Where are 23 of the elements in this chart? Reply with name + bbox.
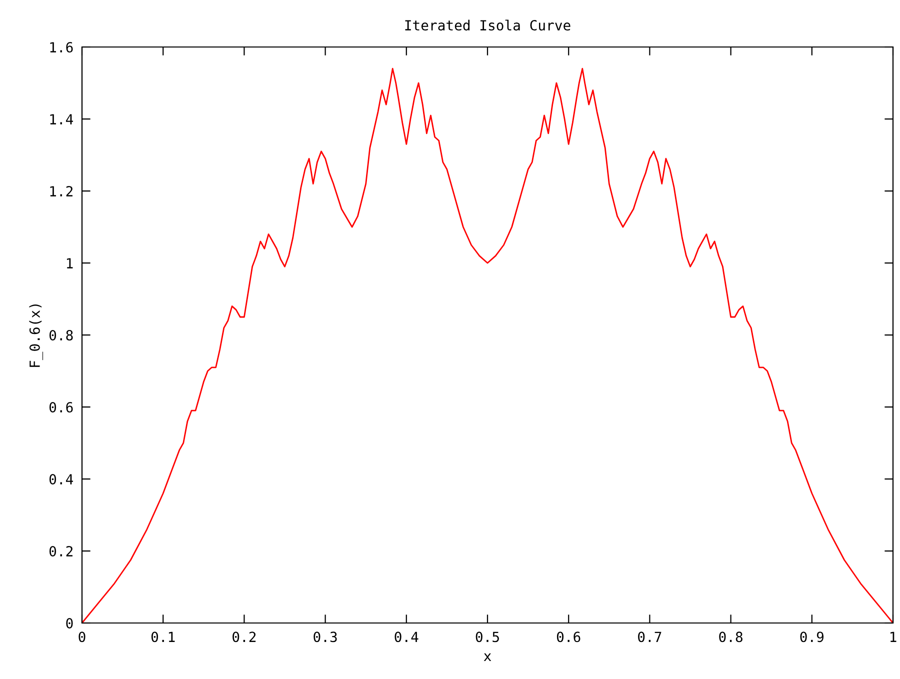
x-tick-label: 0.8 (719, 632, 742, 642)
x-tick-label: 0.1 (151, 632, 175, 642)
x-tick-label: 0.9 (800, 632, 824, 642)
y-tick-label: 1 (66, 258, 73, 268)
y-tick-label: 0.8 (49, 330, 73, 341)
x-tick-label: 0.7 (638, 632, 662, 642)
x-tick-label: 0.3 (314, 632, 337, 642)
y-tick-label: 0.2 (49, 546, 72, 557)
chart-title: Iterated Isola Curve (405, 20, 570, 31)
x-axis-title: x (484, 653, 492, 662)
y-tick-label: 1.6 (50, 42, 73, 53)
x-tick-label: 0.6 (556, 632, 580, 642)
x-tick-label: 1 (890, 632, 896, 642)
y-tick-label: 1.2 (50, 186, 72, 196)
x-tick-label: 0.2 (232, 632, 256, 642)
x-tick-label: 0.5 (476, 632, 499, 642)
y-tick-label: 1.4 (50, 114, 74, 124)
y-tick-label: 0 (66, 618, 73, 629)
y-tick-label: 0.4 (49, 474, 74, 485)
x-tick-label: 0 (78, 632, 86, 642)
y-tick-label: 0.6 (49, 402, 73, 413)
y-axis-title: F_0.6(x) (29, 304, 44, 367)
x-tick-label: 0.4 (394, 632, 418, 642)
